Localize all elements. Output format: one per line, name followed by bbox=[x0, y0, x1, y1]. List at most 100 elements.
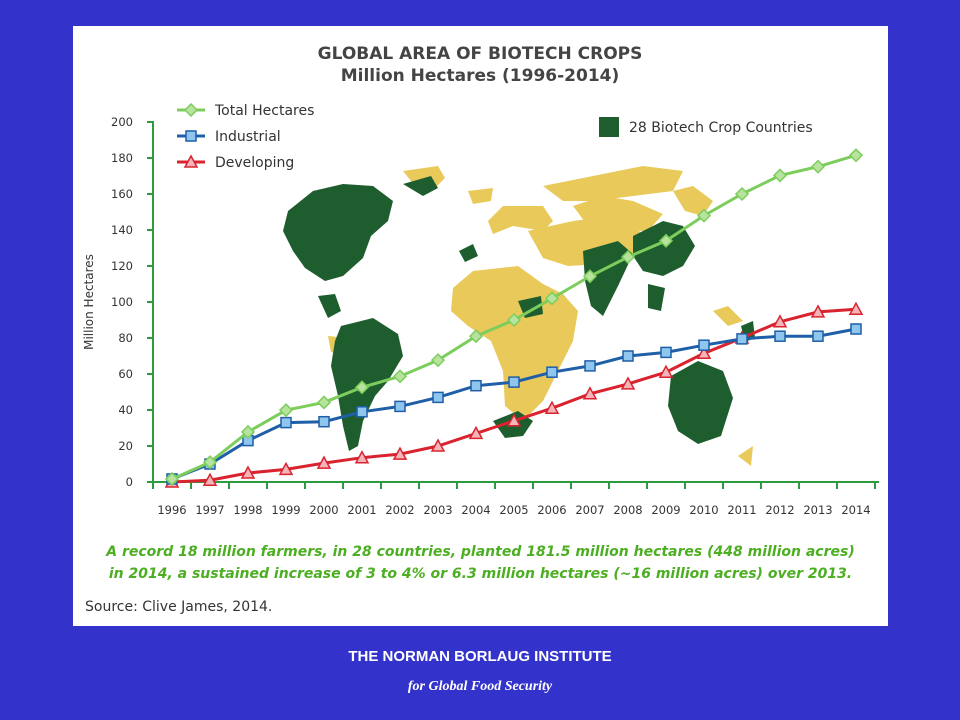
x-tick-label: 2001 bbox=[347, 503, 376, 517]
data-point-total-hectares bbox=[582, 269, 598, 284]
footer-institute: THE NORMAN BORLAUG INSTITUTE bbox=[348, 648, 612, 665]
data-point-total-hectares bbox=[658, 233, 674, 248]
y-axis-label: Million Hectares bbox=[82, 254, 96, 350]
data-point-industrial bbox=[660, 346, 672, 359]
x-tick-label: 2003 bbox=[423, 503, 452, 517]
data-point-developing bbox=[696, 345, 712, 360]
y-tick-label: 100 bbox=[111, 295, 133, 309]
data-point-total-hectares bbox=[696, 208, 712, 223]
y-tick-label: 140 bbox=[111, 223, 133, 237]
x-axis-ticks: 1996 1997 1998 1999 2000 2001 2002 2003 2004 2005… bbox=[152, 482, 876, 517]
x-tick-label: 2005 bbox=[499, 503, 528, 517]
x-tick-label: 1997 bbox=[195, 503, 224, 517]
chart-subtitle: Million Hectares (1996-2014) bbox=[341, 66, 620, 86]
data-point-developing bbox=[468, 425, 484, 440]
y-tick-label: 120 bbox=[111, 259, 133, 273]
data-point-total-hectares bbox=[278, 403, 294, 418]
data-point-total-hectares bbox=[164, 471, 180, 487]
data-point-total-hectares bbox=[430, 353, 446, 368]
data-point-industrial bbox=[698, 339, 710, 351]
data-point-total-hectares bbox=[468, 329, 484, 344]
x-tick-label: 2010 bbox=[689, 503, 718, 517]
x-tick-label: 2004 bbox=[461, 503, 490, 517]
x-tick-label: 2012 bbox=[765, 503, 794, 517]
data-point-developing bbox=[658, 364, 674, 378]
note-line-2: in 2014, a sustained increase of 3 to 4%… bbox=[108, 566, 853, 582]
data-point-industrial bbox=[470, 379, 482, 392]
x-tick-label: 2008 bbox=[613, 503, 642, 517]
y-tick-label: 20 bbox=[118, 439, 133, 453]
data-point-industrial bbox=[850, 323, 862, 335]
x-tick-label: 2011 bbox=[727, 503, 756, 517]
legend-label-industrial: Industrial bbox=[215, 129, 281, 145]
data-point-developing bbox=[316, 455, 332, 469]
data-point-developing bbox=[582, 386, 598, 400]
chart-series bbox=[164, 148, 864, 488]
x-tick-label: 2000 bbox=[309, 503, 338, 517]
data-point-industrial bbox=[318, 415, 330, 428]
legend-marker-total-hectares bbox=[183, 102, 199, 118]
data-point-developing bbox=[240, 465, 256, 479]
data-point-developing bbox=[392, 446, 408, 460]
data-point-total-hectares bbox=[392, 369, 408, 384]
data-point-industrial bbox=[432, 391, 444, 404]
data-point-total-hectares bbox=[734, 186, 750, 202]
x-tick-label: 2014 bbox=[841, 503, 870, 517]
y-tick-label: 40 bbox=[118, 403, 133, 417]
x-tick-label: 1996 bbox=[157, 503, 186, 517]
data-point-developing bbox=[772, 314, 788, 328]
y-tick-label: 80 bbox=[118, 331, 133, 345]
x-tick-label: 2002 bbox=[385, 503, 414, 517]
map-legend-label: 28 Biotech Crop Countries bbox=[629, 120, 813, 136]
data-point-industrial bbox=[812, 330, 824, 342]
y-tick-label: 160 bbox=[111, 187, 133, 201]
x-tick-label: 1998 bbox=[233, 503, 262, 517]
legend-marker-industrial bbox=[185, 130, 197, 142]
legend-label-developing: Developing bbox=[215, 155, 294, 171]
data-point-total-hectares bbox=[202, 455, 218, 470]
data-point-total-hectares bbox=[620, 249, 636, 265]
data-point-industrial bbox=[394, 400, 406, 413]
data-point-total-hectares bbox=[810, 159, 826, 174]
x-tick-label: 1999 bbox=[271, 503, 300, 517]
data-point-industrial bbox=[736, 333, 748, 345]
data-point-total-hectares bbox=[316, 395, 332, 410]
y-tick-label: 0 bbox=[126, 475, 133, 489]
data-point-developing bbox=[278, 461, 294, 476]
data-point-developing bbox=[202, 472, 218, 486]
x-tick-label: 2006 bbox=[537, 503, 566, 517]
data-point-total-hectares bbox=[544, 291, 560, 306]
data-point-developing bbox=[430, 438, 446, 452]
data-point-developing bbox=[848, 301, 864, 315]
chart-title: GLOBAL AREA OF BIOTECH CROPS bbox=[318, 44, 643, 64]
data-point-total-hectares bbox=[354, 380, 370, 395]
x-tick-label: 2009 bbox=[651, 503, 680, 517]
data-point-developing bbox=[506, 413, 522, 427]
data-point-total-hectares bbox=[240, 424, 256, 440]
y-tick-label: 180 bbox=[111, 151, 133, 165]
data-point-industrial bbox=[546, 366, 558, 378]
data-point-developing bbox=[544, 400, 560, 414]
x-tick-label: 2007 bbox=[575, 503, 604, 517]
y-tick-label: 200 bbox=[111, 115, 133, 129]
data-point-industrial bbox=[622, 350, 634, 362]
data-point-industrial bbox=[508, 376, 520, 388]
map-legend-swatch bbox=[599, 117, 619, 137]
data-point-developing bbox=[354, 450, 370, 464]
data-point-total-hectares bbox=[848, 148, 864, 163]
world-map bbox=[283, 166, 755, 466]
data-point-industrial bbox=[774, 330, 786, 342]
y-axis-ticks: 0 20 40 60 80 100 120 140 160 180 200 bbox=[111, 115, 153, 489]
x-tick-label: 2013 bbox=[803, 503, 832, 517]
legend-label-total-hectares: Total Hectares bbox=[214, 103, 314, 119]
note-line-1: A record 18 million farmers, in 28 count… bbox=[106, 544, 855, 560]
chart-panel: GLOBAL AREA OF BIOTECH CROPS Million Hec… bbox=[73, 26, 888, 626]
data-point-industrial bbox=[584, 360, 596, 372]
source-text: Source: Clive James, 2014. bbox=[85, 599, 273, 615]
legend-marker-developing bbox=[183, 154, 199, 168]
data-point-industrial bbox=[356, 406, 368, 418]
data-point-total-hectares bbox=[506, 312, 522, 328]
footer-subtitle: for Global Food Security bbox=[407, 679, 553, 694]
data-point-developing bbox=[620, 376, 636, 390]
data-point-total-hectares bbox=[772, 168, 788, 183]
